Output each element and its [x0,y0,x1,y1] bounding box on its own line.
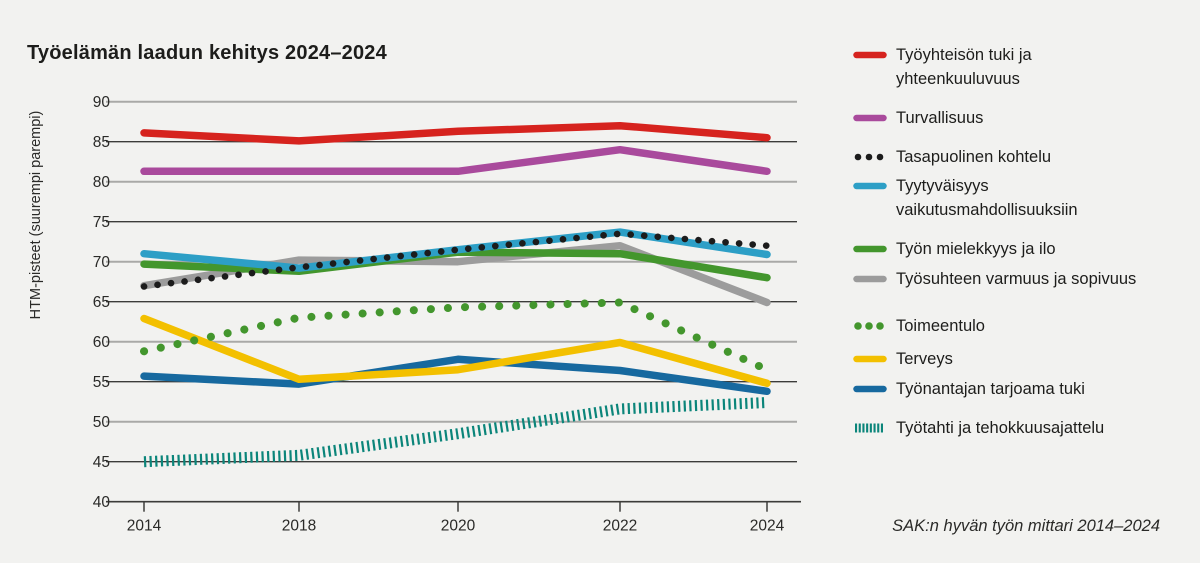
y-tick-label: 50 [93,414,111,431]
legend-item-10: Työtahti ja tehokkuusajattelu [853,416,1104,440]
y-tick-label: 75 [93,214,110,231]
legend-item-label: Toimeentulo [896,317,985,335]
legend-item-label: Tyytyväisyys vaikutusmahdollisuuksiin [896,177,1078,219]
y-tick-label: 85 [93,134,110,151]
series-line-2 [140,145,771,176]
y-tick-label: 65 [93,294,110,311]
legend-item-1: Työyhteisön tuki ja yhteenkuuluvuus [853,43,1032,91]
legend-item-3: Tasapuolinen kohtelu [853,145,1051,169]
legend-item-label: Työtahti ja tehokkuusajattelu [896,419,1105,437]
x-axis: 2014 2018 2020 2022 2024 [106,500,801,535]
series-line-9 [140,355,771,396]
x-tick-label: 2018 [282,518,316,535]
y-tick-label: 90 [93,94,111,111]
y-axis-title: HTM-pisteet (suurempi parempi) [28,111,44,320]
legend-swatch-icon [853,182,887,190]
legend-item-5: Työn mielekkyys ja ilo [853,237,1056,261]
y-tick-label: 40 [93,494,111,511]
legend-item-9: Työnantajan tarjoama tuki [853,377,1085,401]
x-tick-label: 2014 [127,518,162,535]
legend-item-label: Työsuhteen varmuus ja sopivuus [896,270,1137,288]
x-tick-label: 2022 [603,518,637,535]
legend-swatch-icon [853,51,887,59]
legend-item-7: Toimeentulo [853,314,985,338]
y-tick-label: 55 [93,374,110,391]
legend-item-label: Tasapuolinen kohtelu [896,148,1052,166]
legend-item-label: Työn mielekkyys ja ilo [896,240,1056,258]
legend-item-label: Työnantajan tarjoama tuki [896,380,1085,398]
legend-item-4: Tyytyväisyys vaikutusmahdollisuuksiin [853,174,1078,222]
y-tick-label: 60 [93,334,111,351]
y-tick-label: 80 [93,174,111,191]
legend-item-6: Työsuhteen varmuus ja sopivuus [853,267,1136,291]
x-tick-label: 2020 [441,518,476,535]
series-line-10 [143,397,768,468]
y-tick-label: 45 [93,454,110,471]
series-line-8 [140,314,771,388]
series-line-3 [140,230,771,290]
source-note: SAK:n hyvän työn mittari 2014–2024 [892,517,1160,535]
legend-swatch-icon [853,245,887,253]
legend-swatch-icon [855,423,883,433]
legend-item-8: Terveys [853,347,953,371]
legend-swatch-icon [853,385,887,393]
series-line-1 [140,121,771,145]
gridlines [106,100,797,463]
legend-item-2: Turvallisuus [853,106,983,130]
legend-item-label: Terveys [896,350,953,368]
series-line-7 [140,298,771,374]
legend-swatch-icon [854,322,884,330]
x-tick-label: 2024 [750,518,785,535]
legend-swatch-icon [854,153,884,161]
y-tick-label: 70 [93,254,111,271]
legend-swatch-icon [853,355,887,363]
series-lines [140,121,771,468]
legend-swatch-icon [853,275,887,283]
page-title: Työelämän laadun kehitys 2024–2024 [27,42,387,64]
y-axis: 90 85 80 75 70 65 60 55 50 45 40 HTM-pisteet (suure… [28,94,110,511]
legend-item-label: Turvallisuus [896,109,984,127]
legend: Työyhteisön tuki ja yhteenkuuluvuus Turva… [853,0,1188,563]
legend-swatch-icon [853,114,887,122]
legend-item-label: Työyhteisön tuki ja yhteenkuuluvuus [896,46,1032,88]
